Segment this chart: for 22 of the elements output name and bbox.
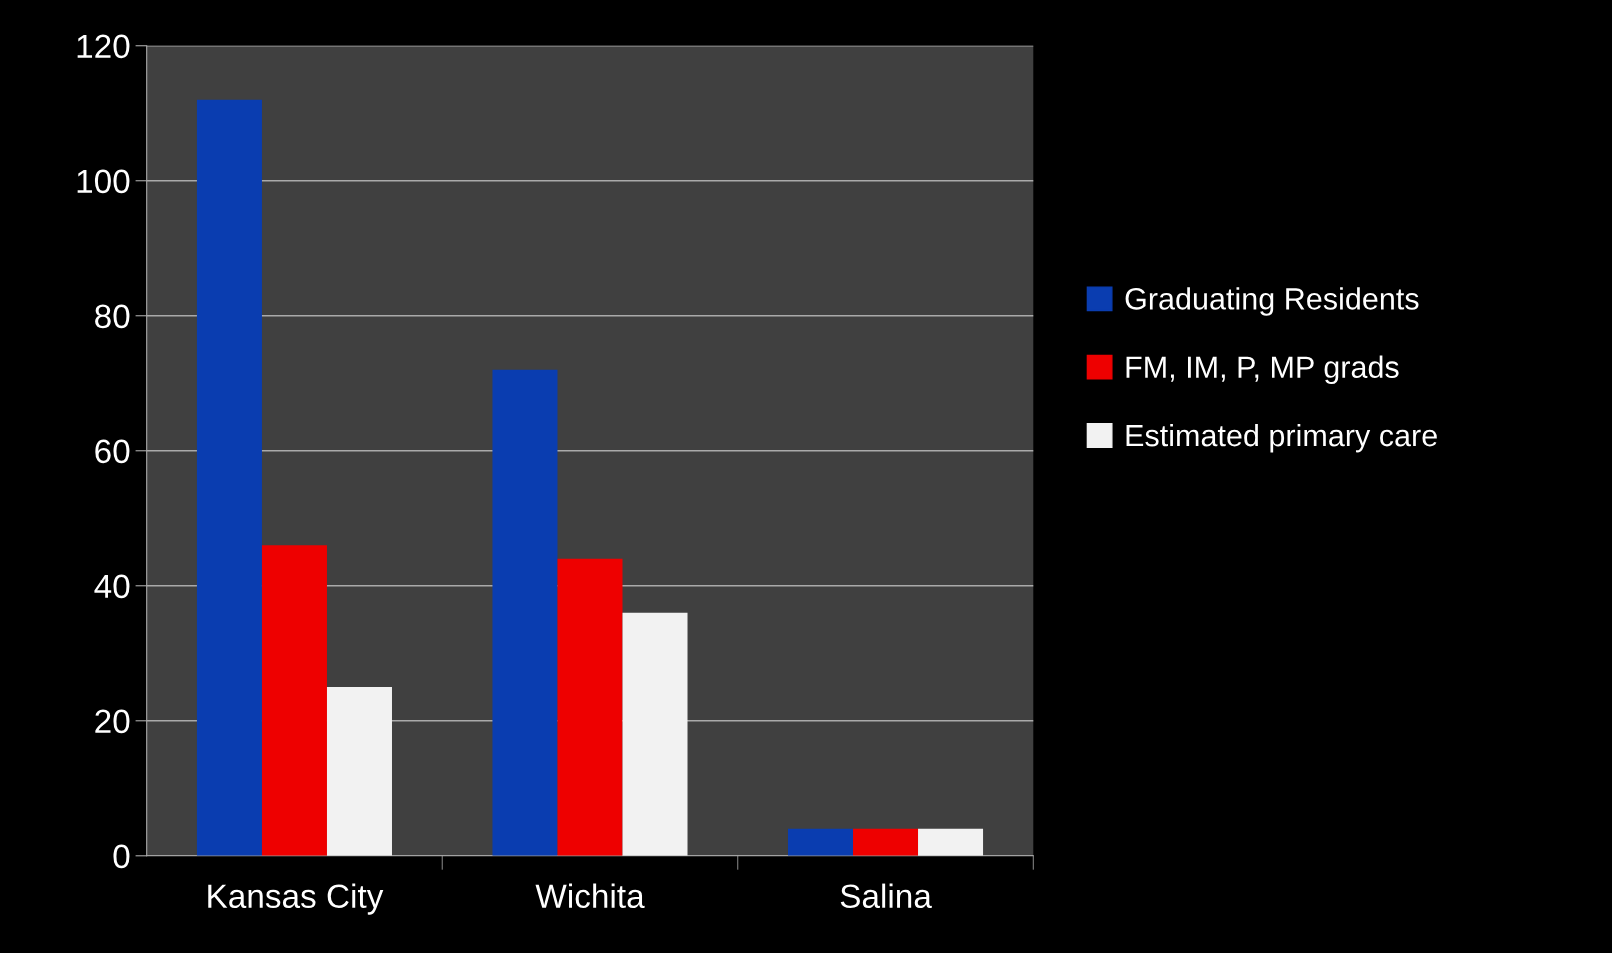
x-tick-label: Salina <box>840 883 932 909</box>
bar <box>326 687 392 856</box>
y-tick-label: 100 <box>77 169 130 194</box>
bar <box>788 828 854 856</box>
legend-label: Estimated primary care <box>1126 423 1437 453</box>
y-tick-label: 60 <box>95 439 130 464</box>
x-tick-label: Wichita <box>535 883 645 909</box>
bar <box>261 545 327 856</box>
y-tick-label: 20 <box>95 709 130 734</box>
x-tick-label: Kansas City <box>208 883 384 915</box>
y-tick-label: 40 <box>94 574 130 599</box>
bar <box>196 99 262 856</box>
y-tick-label: 120 <box>77 34 130 59</box>
bar <box>853 828 919 856</box>
y-tick-label: 0 <box>113 844 130 869</box>
legend-label: Graduating Residents <box>1125 287 1419 316</box>
bar <box>557 558 623 856</box>
y-tick-label: 80 <box>95 304 130 329</box>
bar <box>622 612 688 856</box>
bar <box>492 369 558 856</box>
bar <box>918 828 984 856</box>
legend-label: FM, IM, P, MP grads <box>1126 355 1399 385</box>
